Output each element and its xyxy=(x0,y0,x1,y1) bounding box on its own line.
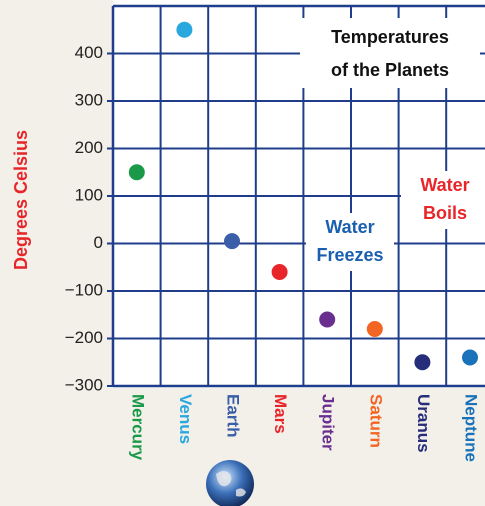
annotation-box xyxy=(401,171,485,229)
x-tick-label: Venus xyxy=(176,394,195,444)
dot xyxy=(462,349,478,366)
dot xyxy=(414,354,431,371)
earth-clouds xyxy=(216,471,246,497)
y-tick-label: −200 xyxy=(65,328,103,347)
y-tick-label: 400 xyxy=(75,43,103,62)
earth-icon xyxy=(206,460,254,506)
annotation: Boils xyxy=(423,203,467,223)
title-box xyxy=(300,18,480,88)
y-tick-label: −300 xyxy=(65,375,103,394)
chart-title: Temperatures xyxy=(331,27,449,47)
dot xyxy=(271,264,288,280)
dot xyxy=(128,164,145,181)
annotation: Freezes xyxy=(316,245,383,265)
x-tick-label: Jupiter xyxy=(319,394,338,451)
x-tick-label: Earth xyxy=(224,394,243,437)
y-tick-label: 300 xyxy=(75,90,103,109)
x-tick-label: Saturn xyxy=(366,394,385,448)
x-tick-label: Neptune xyxy=(462,394,481,462)
annotation: Water xyxy=(325,217,374,237)
y-tick-label: 200 xyxy=(75,138,103,157)
y-tick-label: 0 xyxy=(94,233,103,252)
x-tick-label: Mercury xyxy=(128,394,147,461)
x-tick-label: Mars xyxy=(271,394,290,434)
y-tick-label: 100 xyxy=(75,185,103,204)
y-tick-label: −100 xyxy=(65,280,103,299)
y-axis-label: Degrees Celsius xyxy=(11,130,31,270)
dot xyxy=(319,311,336,328)
dot xyxy=(224,233,240,250)
annotation: Water xyxy=(420,175,469,195)
dot xyxy=(366,321,383,337)
x-tick-label: Uranus xyxy=(414,394,433,453)
annotation-box xyxy=(306,213,394,271)
chart-title: of the Planets xyxy=(331,60,449,80)
dot xyxy=(176,21,193,38)
